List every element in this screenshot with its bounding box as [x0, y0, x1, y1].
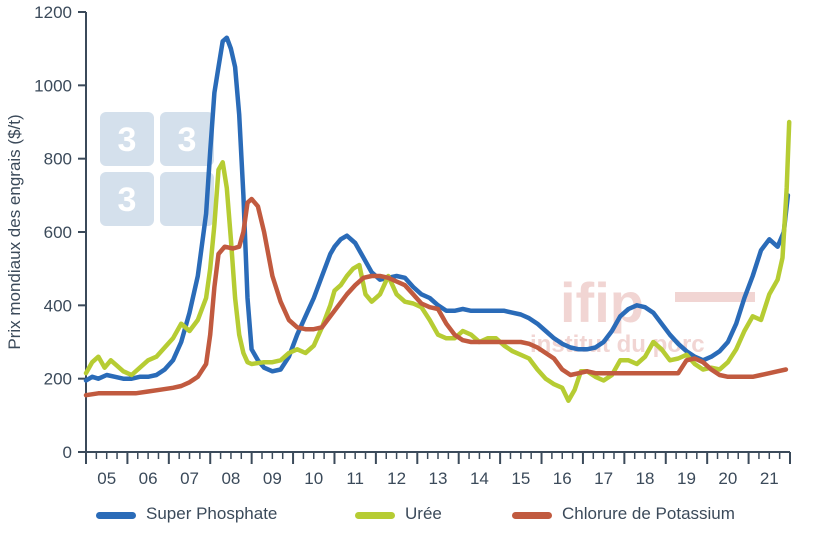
y-tick-label: 0	[63, 443, 72, 462]
chart-bg	[0, 0, 820, 541]
x-tick-label: 06	[139, 469, 158, 488]
x-tick-label: 16	[553, 469, 572, 488]
y-tick-label: 1200	[34, 3, 72, 22]
x-tick-label: 18	[636, 469, 655, 488]
x-tick-label: 14	[470, 469, 489, 488]
x-tick-label: 13	[429, 469, 448, 488]
x-tick-label: 15	[511, 469, 530, 488]
x-tick-label: 12	[387, 469, 406, 488]
x-tick-label: 21	[760, 469, 779, 488]
svg-text:ifip: ifip	[560, 271, 644, 334]
x-tick-label: 20	[718, 469, 737, 488]
x-tick-label: 09	[263, 469, 282, 488]
x-tick-label: 11	[346, 469, 364, 488]
x-tick-label: 17	[594, 469, 613, 488]
x-tick-label: 10	[304, 469, 323, 488]
svg-text:3: 3	[178, 121, 197, 159]
legend-swatch	[96, 512, 136, 519]
legend-label: Super Phosphate	[146, 504, 277, 523]
svg-text:3: 3	[118, 121, 137, 159]
legend-swatch	[355, 512, 395, 519]
x-tick-label: 08	[221, 469, 240, 488]
y-axis-label: Prix mondiaux des engrais ($/t)	[5, 114, 24, 349]
x-tick-label: 07	[180, 469, 199, 488]
y-tick-label: 1000	[34, 76, 72, 95]
legend-label: Chlorure de Potassium	[562, 504, 735, 523]
x-tick-label: 05	[97, 469, 116, 488]
svg-text:3: 3	[118, 181, 137, 219]
x-tick-label: 19	[677, 469, 696, 488]
y-tick-label: 800	[44, 150, 72, 169]
y-tick-label: 400	[44, 296, 72, 315]
legend-swatch	[512, 512, 552, 519]
y-tick-label: 200	[44, 370, 72, 389]
fertilizer-price-chart: 333ifipinstitut du porc02004006008001000…	[0, 0, 820, 541]
y-tick-label: 600	[44, 223, 72, 242]
legend-label: Urée	[405, 504, 442, 523]
